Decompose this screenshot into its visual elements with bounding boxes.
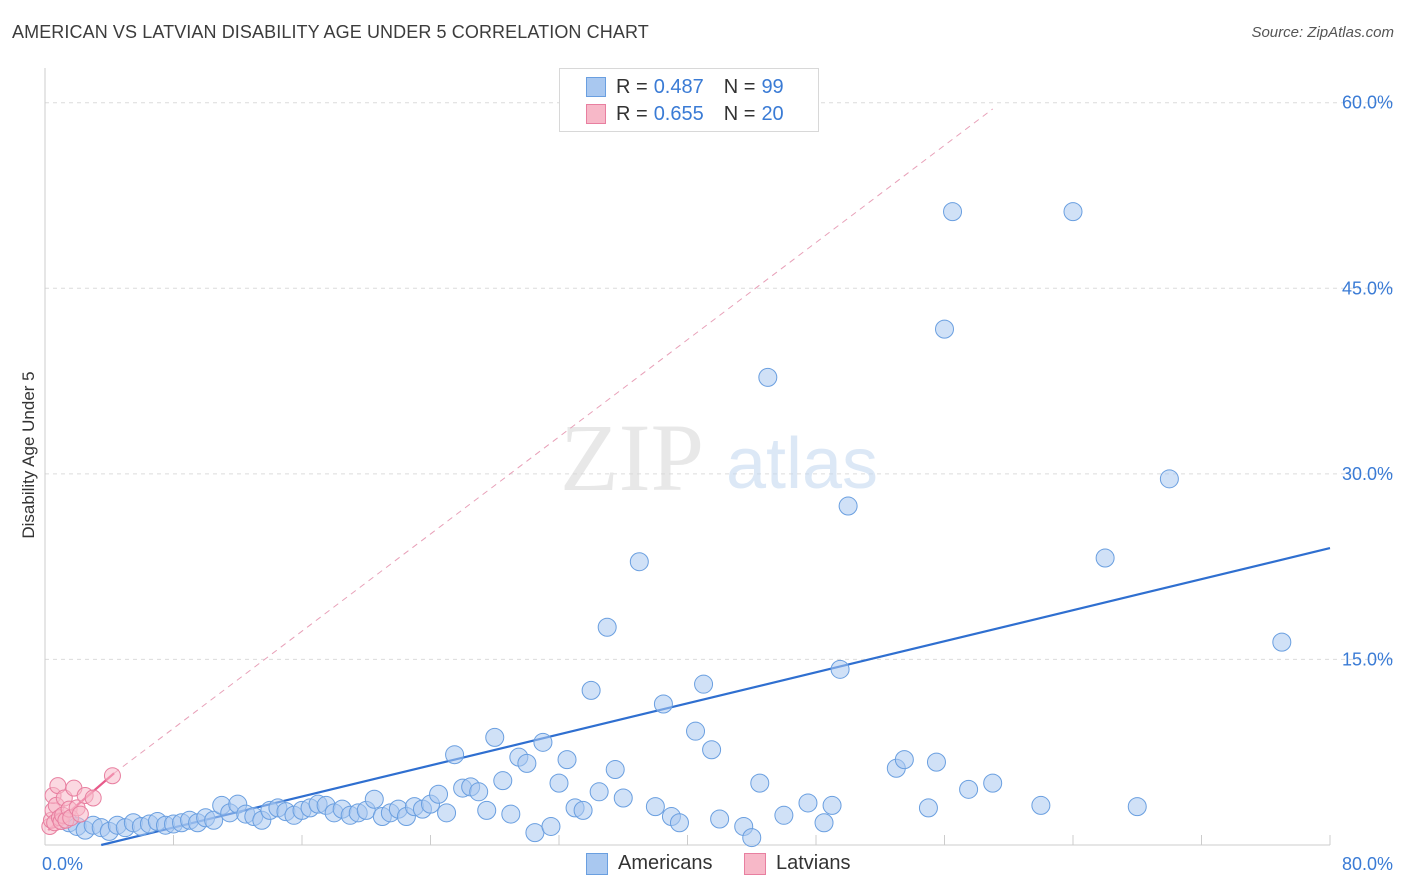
data-point-americans: [918, 798, 938, 818]
latvians-swatch: [744, 852, 766, 875]
grid-lines: [45, 102, 1395, 845]
data-point-americans: [573, 800, 593, 820]
data-point-americans: [1031, 795, 1051, 815]
x-tick-label: 0.0%: [42, 854, 83, 874]
data-point-americans: [517, 753, 537, 773]
y-axis-label: Disability Age Under 5: [19, 371, 38, 538]
data-point-latvians: [71, 805, 89, 823]
legend-row-latvians: R = 0.655 N = 20: [586, 101, 784, 127]
y-tick-label: 45.0%: [1342, 278, 1393, 298]
data-point-americans: [605, 760, 625, 780]
axes: [44, 68, 1330, 846]
data-point-americans: [364, 789, 384, 809]
legend-item-latvians[interactable]: Latvians: [744, 852, 851, 875]
legend-label-latvians: Latvians: [776, 852, 851, 874]
data-point-americans: [750, 773, 770, 793]
americans-swatch: [586, 77, 606, 97]
data-point-americans: [774, 805, 794, 825]
data-point-americans: [541, 816, 561, 836]
r-value: 0.487: [653, 75, 704, 98]
data-point-americans: [501, 804, 521, 824]
data-point-americans: [1095, 548, 1115, 568]
data-point-americans: [1127, 797, 1147, 817]
data-point-americans: [742, 828, 762, 848]
data-point-americans: [838, 496, 858, 516]
data-point-americans: [935, 319, 954, 339]
source-label: Source: ZipAtlas.com: [1251, 24, 1394, 41]
data-point-americans: [429, 784, 449, 804]
data-point-americans: [613, 788, 633, 808]
data-point-americans: [437, 803, 457, 823]
trend-line-extended-latvians: [113, 108, 993, 774]
chart-title: AMERICAN VS LATVIAN DISABILITY AGE UNDER…: [12, 22, 649, 42]
data-point-americans: [581, 680, 601, 700]
stats-legend: R = 0.487 N = 99 R = 0.655 N = 20: [559, 68, 819, 132]
trend-line-americans: [100, 547, 1331, 847]
n-label: N =: [723, 75, 756, 98]
n-value: 99: [761, 75, 784, 98]
data-point-americans: [485, 727, 505, 747]
data-point-americans: [926, 752, 946, 772]
legend-item-americans[interactable]: Americans: [586, 852, 712, 875]
data-point-americans: [493, 771, 513, 791]
data-point-americans: [204, 810, 224, 830]
data-point-americans: [629, 552, 649, 572]
data-point-americans: [549, 773, 569, 793]
data-point-latvians: [84, 789, 102, 807]
data-point-americans: [469, 782, 489, 802]
data-points: [41, 202, 1292, 848]
r-value: 0.655: [653, 102, 704, 125]
data-point-americans: [758, 367, 778, 387]
watermark-zip: ZIP: [560, 404, 704, 511]
r-label: R =: [616, 75, 648, 98]
series-legend: Americans Latvians: [0, 852, 1406, 878]
data-point-americans: [814, 813, 834, 833]
legend-row-americans: R = 0.487 N = 99: [586, 74, 784, 100]
x-tick-label: 80.0%: [1342, 854, 1393, 874]
data-point-americans: [959, 779, 979, 799]
data-point-americans: [830, 659, 850, 679]
y-tick-label: 30.0%: [1342, 464, 1393, 484]
data-point-americans: [669, 813, 689, 833]
n-value: 20: [761, 102, 784, 125]
data-point-americans: [702, 740, 722, 760]
tick-labels: 15.0% 30.0% 45.0% 60.0% 0.0% 80.0%: [42, 93, 1393, 874]
data-point-latvians: [103, 767, 121, 785]
n-label: N =: [723, 102, 756, 125]
data-point-americans: [894, 750, 914, 770]
data-point-americans: [1159, 469, 1179, 489]
data-point-americans: [597, 617, 617, 637]
data-point-americans: [694, 674, 714, 694]
data-point-americans: [525, 823, 545, 843]
y-tick-label: 15.0%: [1342, 649, 1393, 669]
data-point-americans: [557, 750, 577, 770]
data-point-americans: [943, 202, 963, 222]
data-point-americans: [1063, 202, 1083, 222]
data-point-americans: [1272, 632, 1292, 652]
watermark-atlas: atlas: [726, 424, 878, 504]
data-point-americans: [798, 793, 818, 813]
data-point-americans: [653, 694, 673, 714]
data-point-americans: [822, 795, 842, 815]
latvians-swatch: [586, 104, 606, 124]
r-label: R =: [616, 102, 648, 125]
data-point-americans: [477, 800, 497, 820]
data-point-americans: [533, 732, 553, 752]
data-point-americans: [686, 721, 706, 741]
legend-label-americans: Americans: [618, 852, 713, 874]
watermark: ZIP atlas: [560, 404, 878, 511]
data-point-americans: [445, 745, 465, 765]
data-point-americans: [645, 797, 665, 817]
data-point-americans: [589, 782, 609, 802]
data-point-americans: [983, 773, 1003, 793]
data-point-americans: [710, 809, 730, 829]
americans-swatch: [586, 852, 608, 875]
y-tick-label: 60.0%: [1342, 93, 1393, 113]
